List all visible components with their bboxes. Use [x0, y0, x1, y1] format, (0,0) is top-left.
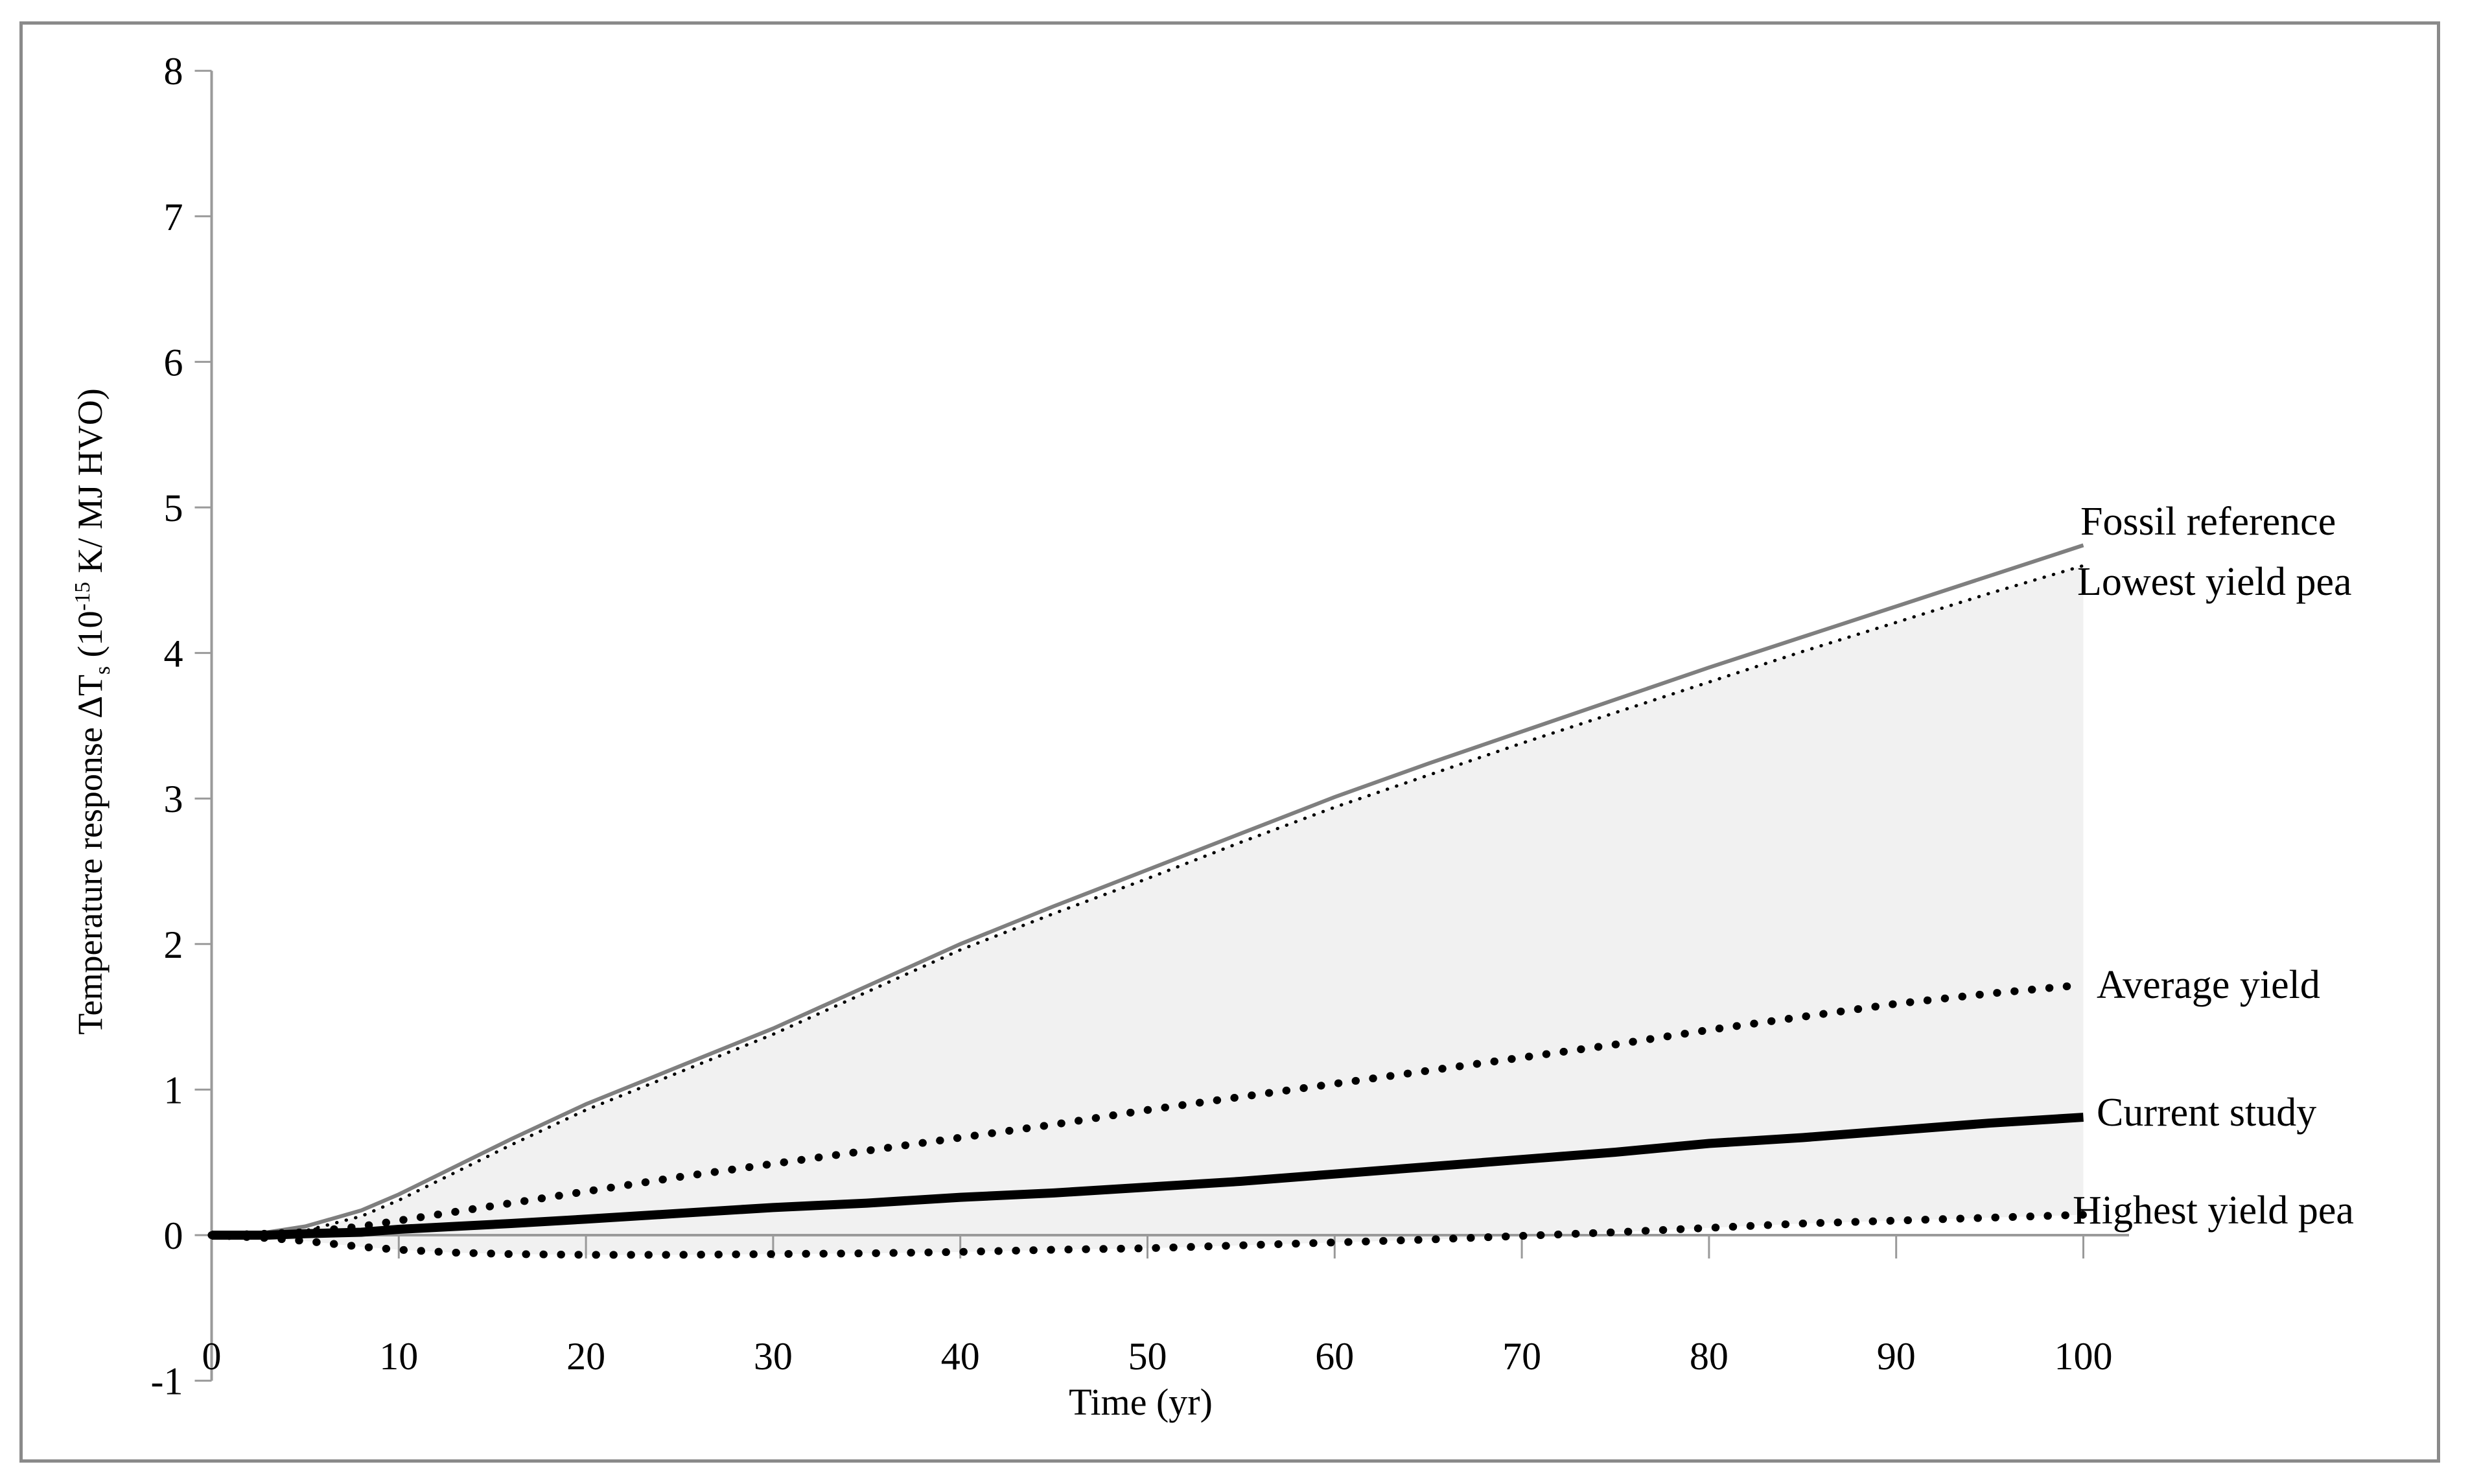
x-tick-label: 20 [566, 1335, 605, 1378]
y-tick-label: -1 [151, 1360, 183, 1403]
y-tick-label: 5 [164, 487, 183, 529]
y-tick-label: 3 [164, 778, 183, 820]
x-tick-label: 90 [1877, 1335, 1916, 1378]
y-tick-label: 7 [164, 196, 183, 238]
series-line-current-study [211, 1113, 2084, 1240]
y-axis-title-text: (10 [71, 610, 110, 666]
series-line-average-yield [207, 980, 2088, 1239]
y-tick-label: 6 [164, 341, 183, 384]
y-tick-label: 0 [164, 1214, 183, 1257]
y-tick-label: 2 [164, 923, 183, 966]
y-axis-title-text: Temperature response ΔT [71, 674, 110, 1035]
series-line-lowest-yield-pea [210, 564, 2085, 1237]
x-axis-title: Time (yr) [1069, 1381, 1213, 1423]
y-tick-label: 4 [164, 632, 183, 675]
series-label-fossil-reference: Fossil reference [2080, 500, 2336, 544]
series-label-highest-yield-pea: Highest yield pea [2073, 1188, 2354, 1233]
x-tick-label: 10 [379, 1335, 418, 1378]
series-line-fossil-reference [211, 543, 2084, 1237]
shaded-uncertainty-band [211, 565, 2084, 1255]
x-tick-label: 30 [754, 1335, 793, 1378]
series-label-lowest-yield-pea: Lowest yield pea [2077, 560, 2352, 604]
y-axis-title: Temperature response ΔTs (10-15 K/ MJ HV… [70, 64, 122, 1360]
y-axis-title-text: K/ MJ HVO) [71, 388, 110, 582]
x-tick-label: 100 [2055, 1335, 2113, 1378]
y-axis-title-subscript: s [90, 666, 115, 675]
x-tick-label: 80 [1690, 1335, 1729, 1378]
y-tick-label: 8 [164, 50, 183, 93]
x-tick-label: 60 [1315, 1335, 1354, 1378]
y-tick-label: 1 [164, 1069, 183, 1111]
x-tick-label: 70 [1502, 1335, 1541, 1378]
series-label-average-yield: Average yield [2097, 963, 2320, 1007]
x-tick-label: 40 [941, 1335, 980, 1378]
y-axis-title-superscript: -15 [71, 581, 95, 611]
series-label-current-study: Current study [2097, 1091, 2317, 1135]
x-tick-label: 0 [202, 1335, 222, 1378]
x-tick-label: 50 [1128, 1335, 1167, 1378]
